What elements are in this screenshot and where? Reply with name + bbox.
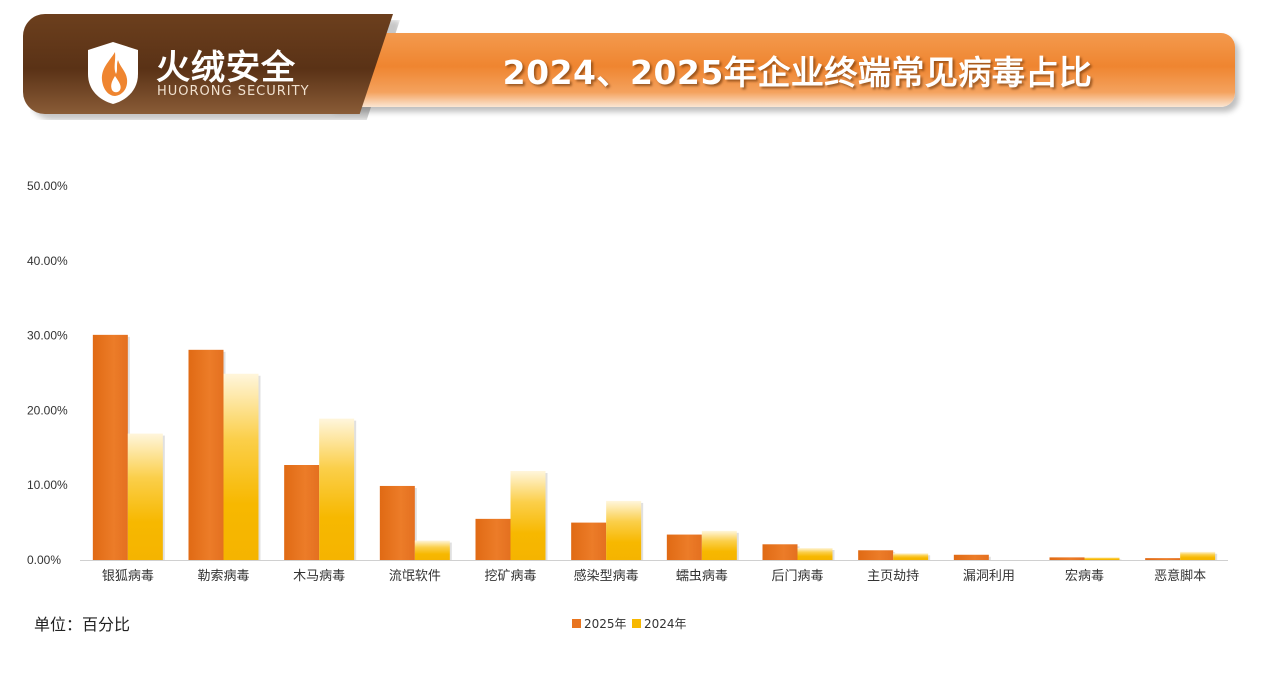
x-tick-label: 漏洞利用 (963, 568, 1015, 584)
y-tick-label: 20.00% (27, 403, 68, 417)
bar-2024-6 (701, 530, 737, 560)
bar-2024-10 (1084, 557, 1120, 560)
bar-2025-11 (1145, 558, 1181, 560)
bar-2025-2 (284, 465, 320, 560)
x-tick-label: 勒索病毒 (197, 569, 249, 584)
title-banner (330, 33, 1235, 107)
bar-2024-8 (893, 553, 929, 560)
unit-label: 单位：百分比 (34, 615, 131, 634)
y-tick-label: 10.00% (27, 478, 68, 492)
y-tick-label: 40.00% (27, 254, 68, 268)
legend-label: 2024年 (644, 617, 687, 631)
bar-2025-0 (92, 334, 128, 560)
bar-2025-10 (1049, 557, 1085, 560)
bar-2024-4 (510, 470, 546, 560)
bar-2025-9 (953, 554, 989, 560)
bar-2024-5 (606, 500, 642, 560)
x-tick-label: 蠕虫病毒 (676, 569, 728, 584)
x-tick-label: 后门病毒 (771, 569, 823, 584)
bar-2024-7 (797, 548, 833, 560)
y-tick-label: 0.00% (27, 553, 61, 567)
bar-2025-4 (475, 518, 511, 560)
flame-shield-icon (88, 42, 138, 104)
x-tick-label: 挖矿病毒 (484, 569, 536, 584)
legend-swatch (572, 619, 581, 628)
bar-2025-5 (571, 522, 607, 560)
y-tick-label: 30.00% (27, 329, 68, 343)
bar-2025-3 (379, 485, 415, 560)
bar-2024-11 (1180, 551, 1216, 560)
brand-banner (23, 14, 393, 114)
y-tick-label: 50.00% (27, 179, 68, 193)
x-tick-label: 流氓软件 (389, 569, 441, 584)
legend-label: 2025年 (584, 617, 627, 631)
bar-2024-2 (319, 418, 355, 560)
x-tick-label: 恶意脚本 (1154, 568, 1206, 584)
bar-2024-1 (223, 373, 259, 560)
x-tick-label: 木马病毒 (293, 569, 345, 584)
x-tick-label: 银狐病毒 (102, 569, 154, 584)
x-tick-label: 感染型病毒 (574, 568, 639, 584)
page-title: 2024、2025年企业终端常见病毒占比 (502, 53, 1093, 92)
bar-2025-8 (858, 550, 894, 560)
x-tick-label: 宏病毒 (1065, 569, 1104, 584)
brand-name: 火绒安全 (156, 48, 296, 88)
legend-swatch (632, 619, 641, 628)
bar-2025-6 (666, 534, 702, 560)
bar-2024-3 (414, 540, 450, 560)
bar-2025-7 (762, 544, 798, 560)
brand-subtitle: HUORONG SECURITY (157, 84, 310, 99)
bar-2024-0 (127, 433, 163, 560)
x-tick-label: 主页劫持 (867, 569, 919, 584)
bar-2025-1 (188, 349, 224, 560)
